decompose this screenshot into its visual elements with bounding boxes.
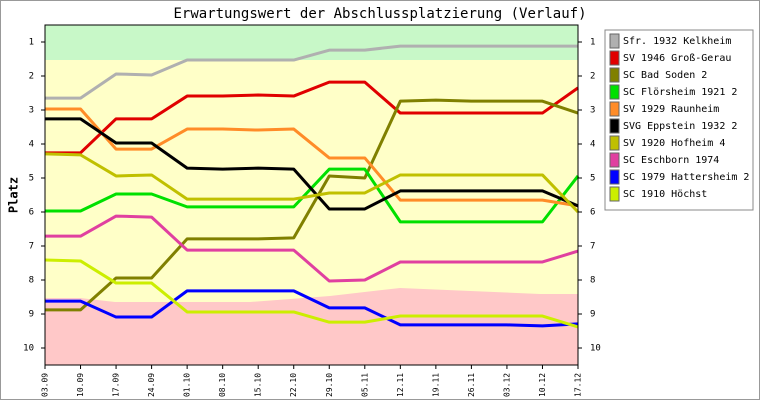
legend-label: SC Bad Soden 2 [623,70,707,81]
legend-swatch [609,33,620,49]
legend-label: SV 1946 Groß-Gerau [623,53,731,64]
x-tick-label: 12.11 [396,373,405,397]
x-tick-label: 19.11 [431,373,440,397]
series-line [45,117,579,211]
plot-border [44,24,579,366]
y-tick-label: 4 [29,140,34,150]
legend-label: SC Flörsheim 1921 2 [623,87,737,98]
x-tick-label: 29.10 [325,373,334,397]
y-tick-label: 10 [23,344,34,354]
legend-swatch [609,84,620,100]
x-tick-label: 15.10 [254,373,263,397]
y-tick-label: 7 [29,242,34,252]
y2-tick-label: 3 [590,106,595,116]
y2-tick-label: 7 [590,242,595,252]
legend-swatch [609,50,620,66]
legend-label: SC 1910 Höchst [623,189,707,200]
series-line [44,152,580,214]
x-tick-label: 05.11 [360,373,369,397]
y-tick-label: 8 [29,276,34,286]
x-tick-label: 17.09 [112,373,121,397]
legend-swatch [609,135,620,151]
legend-swatch [609,67,620,83]
relegation-zone [45,288,578,365]
series-line [45,98,579,312]
series-line [45,289,579,328]
legend-label: SC 1979 Hattersheim 2 [623,172,749,183]
series-line [45,44,578,100]
series-line [45,80,579,155]
legend-swatch [609,101,620,117]
x-tick-label: 24.09 [147,373,156,397]
legend-swatch [609,118,620,134]
y-tick-label: 3 [29,106,34,116]
x-tick-label: 17.12 [574,373,583,397]
legend-label: Sfr. 1932 Kelkheim [623,36,731,47]
y2-tick-label: 4 [590,140,595,150]
legend-swatch [609,186,620,202]
series-line [45,214,579,283]
x-tick-label: 08.10 [218,373,227,397]
y-tick-label: 6 [29,208,34,218]
legend-label: SV 1929 Raunheim [623,104,719,115]
x-tick-label: 01.10 [183,373,192,397]
x-tick-label: 22.10 [289,373,298,397]
series-line [45,107,579,208]
x-tick-label: 10.12 [538,373,547,397]
legend-label: SV 1920 Hofheim 4 [623,138,725,149]
y-axis-label: Platz [7,177,21,213]
y2-tick-label: 6 [590,208,595,218]
y-tick-label: 5 [29,174,34,184]
x-tick-label: 03.09 [41,373,50,397]
y2-tick-label: 9 [590,310,595,320]
y2-tick-label: 10 [590,344,601,354]
legend-swatch [609,169,620,185]
series-line [44,258,579,329]
y2-tick-label: 1 [590,38,595,48]
x-tick-label: 10.09 [76,373,85,397]
x-tick-label: 26.11 [467,373,476,397]
legend-label: SC Eschborn 1974 [623,155,719,166]
y-tick-label: 9 [29,310,34,320]
x-tick-label: 03.12 [502,373,511,397]
legend-label: SVG Eppstein 1932 2 [623,121,737,132]
legend [604,29,754,211]
chart-title: Erwartungswert der Abschlussplatzierung … [173,6,586,22]
y2-tick-label: 2 [590,72,595,82]
y2-tick-label: 5 [590,174,595,184]
y-tick-label: 2 [29,72,34,82]
legend-swatch [609,152,620,168]
y-tick-label: 1 [29,38,34,48]
y2-tick-label: 8 [590,276,595,286]
